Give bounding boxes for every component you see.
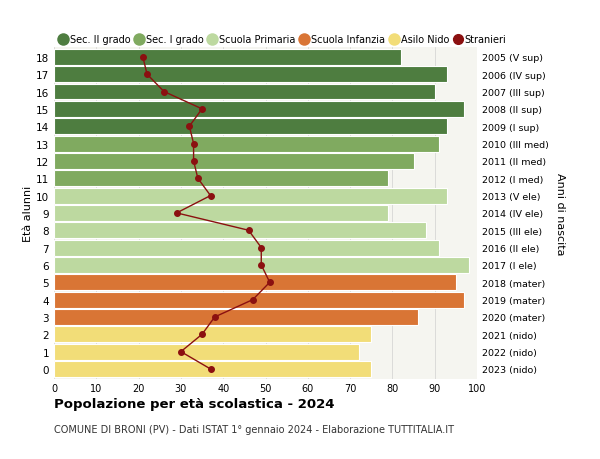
Bar <box>54 240 439 256</box>
Legend: Sec. II grado, Sec. I grado, Scuola Primaria, Scuola Infanzia, Asilo Nido, Stran: Sec. II grado, Sec. I grado, Scuola Prim… <box>59 35 506 45</box>
Bar <box>54 344 359 360</box>
Bar <box>54 119 448 135</box>
Text: COMUNE DI BRONI (PV) - Dati ISTAT 1° gennaio 2024 - Elaborazione TUTTITALIA.IT: COMUNE DI BRONI (PV) - Dati ISTAT 1° gen… <box>54 425 454 435</box>
Bar <box>54 292 464 308</box>
Bar <box>54 154 413 169</box>
Bar <box>54 223 426 239</box>
Bar <box>54 361 371 377</box>
Text: Popolazione per età scolastica - 2024: Popolazione per età scolastica - 2024 <box>54 397 335 410</box>
Bar <box>54 309 418 325</box>
Bar <box>54 101 464 118</box>
Bar <box>54 188 448 204</box>
Y-axis label: Età alunni: Età alunni <box>23 185 33 241</box>
Bar <box>54 136 439 152</box>
Bar <box>54 84 435 100</box>
Bar <box>54 50 401 66</box>
Bar <box>54 257 469 273</box>
Bar <box>54 327 371 342</box>
Bar <box>54 67 448 83</box>
Bar <box>54 274 456 291</box>
Y-axis label: Anni di nascita: Anni di nascita <box>556 172 565 255</box>
Bar <box>54 171 388 187</box>
Bar <box>54 206 388 221</box>
